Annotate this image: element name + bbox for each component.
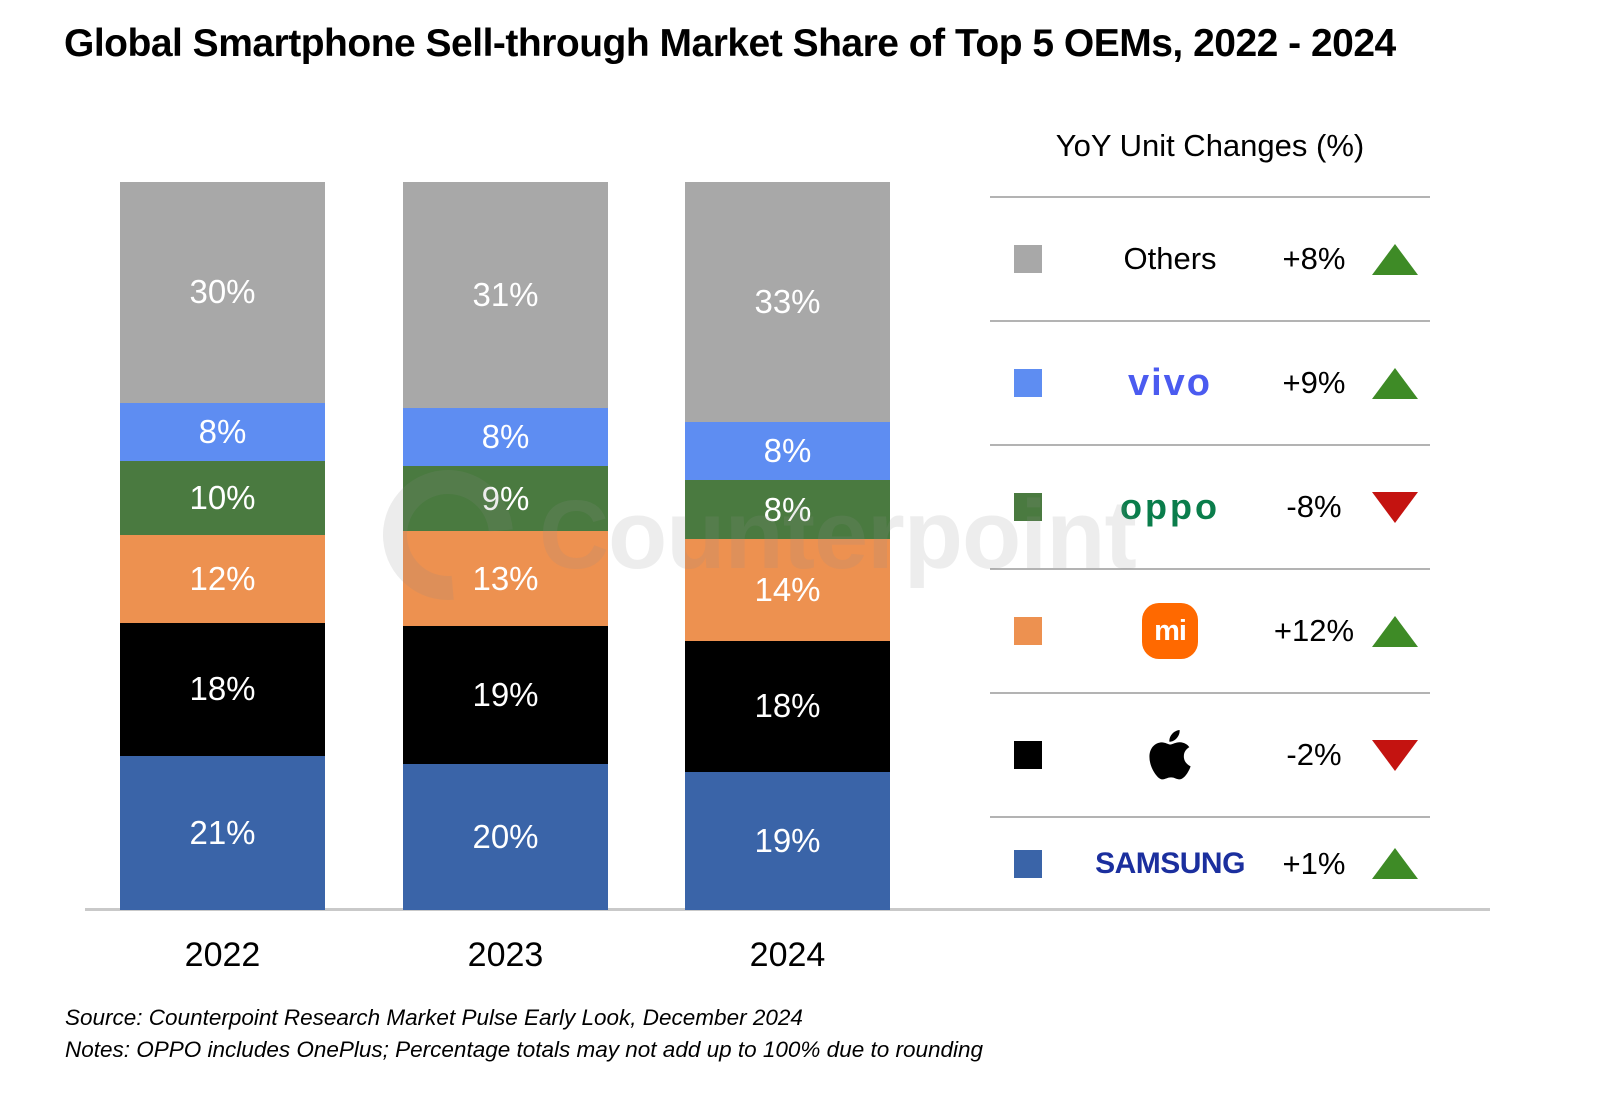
legend-row-apple: -2%: [990, 694, 1430, 818]
yoy-change-value-oppo: -8%: [1286, 489, 1342, 524]
yoy-change-value-apple: -2%: [1286, 737, 1342, 772]
bar-segment-xiaomi-2024: 14%: [685, 538, 890, 641]
yoy-change-value-others: +8%: [1282, 241, 1346, 276]
samsung-logo: SAMSUNG: [1095, 847, 1245, 881]
segment-value-label: 19%: [754, 821, 821, 859]
segment-value-label: 20%: [472, 818, 539, 856]
bar-segment-apple-2023: 19%: [403, 626, 608, 765]
bar-segment-apple-2024: 18%: [685, 640, 890, 772]
legend-row-vivo: vivo +9%: [990, 322, 1430, 446]
yoy-change-value-samsung: +1%: [1282, 845, 1346, 881]
yoy-change-value-vivo: +9%: [1282, 365, 1346, 400]
xiaomi-logo: mi: [1142, 603, 1198, 659]
bar-segment-vivo-2023: 8%: [403, 407, 608, 466]
bar-segment-xiaomi-2023: 13%: [403, 531, 608, 627]
bar-segment-others-2022: 30%: [120, 182, 325, 403]
segment-value-label: 30%: [189, 273, 256, 311]
legend-swatch-samsung: [1014, 849, 1042, 878]
segment-value-label: 18%: [189, 670, 256, 708]
segment-value-label: 9%: [481, 479, 530, 517]
segment-value-label: 8%: [763, 490, 812, 528]
bar-segment-others-2024: 33%: [685, 182, 890, 423]
segment-value-label: 31%: [472, 275, 539, 313]
triangle-down-icon: [1372, 739, 1418, 771]
logo-text-vivo: vivo: [1127, 361, 1213, 404]
bar-segment-oppo-2024: 8%: [685, 480, 890, 539]
legend-row-xiaomi: mi +12%: [990, 570, 1430, 694]
legend-swatch-xiaomi: [1014, 617, 1042, 645]
segment-value-label: 18%: [754, 687, 821, 725]
triangle-up-icon: [1372, 848, 1418, 879]
legend-swatch-vivo: [1014, 369, 1042, 397]
bar-segment-samsung-2024: 19%: [685, 771, 890, 910]
source-note: Source: Counterpoint Research Market Pul…: [65, 1005, 803, 1030]
bar-segment-oppo-2022: 10%: [120, 461, 325, 535]
bar-segment-vivo-2022: 8%: [120, 402, 325, 462]
oppo-logo: oppo: [1120, 486, 1220, 528]
triangle-up-icon: [1372, 243, 1418, 275]
legend-row-others: Others +8%: [990, 198, 1430, 322]
legend-swatch-others: [1014, 245, 1042, 273]
bar-segment-others-2023: 31%: [403, 182, 608, 408]
stacked-bar-2023: 31% 8% 9% 13% 19% 20%: [403, 182, 608, 910]
apple-logo-icon: [1149, 729, 1191, 780]
bar-segment-oppo-2023: 9%: [403, 465, 608, 532]
bar-segment-apple-2022: 18%: [120, 623, 325, 756]
legend-swatch-apple: [1014, 741, 1042, 769]
logo-text-others: Others: [1123, 241, 1217, 276]
others-logo: Others: [1123, 241, 1216, 277]
segment-value-label: 8%: [763, 432, 812, 470]
bar-segment-xiaomi-2022: 12%: [120, 534, 325, 624]
triangle-up-icon: [1372, 367, 1418, 399]
segment-value-label: 33%: [754, 283, 821, 321]
triangle-down-icon: [1372, 491, 1418, 523]
legend-row-samsung: SAMSUNG +1%: [990, 818, 1430, 909]
legend-list: Others +8% vivo +9% oppo -8% mi +12% -2% SAMSUNG…: [990, 196, 1430, 909]
legend: YoY Unit Changes (%) Others +8% vivo +9% opp…: [990, 128, 1430, 909]
segment-value-label: 19%: [472, 676, 539, 714]
bar-segment-samsung-2022: 21%: [120, 755, 325, 910]
logo-text-xiaomi: mi: [1142, 603, 1198, 659]
legend-swatch-oppo: [1014, 493, 1042, 521]
segment-value-label: 14%: [754, 570, 821, 608]
segment-value-label: 12%: [189, 560, 256, 598]
page-title: Global Smartphone Sell-through Market Sh…: [64, 22, 1396, 65]
bar-segment-vivo-2024: 8%: [685, 422, 890, 481]
segment-value-label: 8%: [481, 417, 530, 455]
bar-segment-samsung-2023: 20%: [403, 764, 608, 910]
legend-row-oppo: oppo -8%: [990, 446, 1430, 570]
segment-value-label: 8%: [198, 413, 247, 450]
triangle-up-icon: [1372, 615, 1418, 647]
yoy-change-value-xiaomi: +12%: [1273, 613, 1355, 648]
segment-value-label: 21%: [189, 813, 256, 851]
segment-value-label: 10%: [189, 479, 256, 517]
x-axis-label-2022: 2022: [184, 936, 261, 974]
legend-title: YoY Unit Changes (%): [1055, 128, 1365, 163]
logo-text-samsung: SAMSUNG: [1095, 846, 1245, 880]
logo-text-oppo: oppo: [1120, 486, 1220, 527]
stacked-bar-2024: 33% 8% 8% 14% 18% 19%: [685, 182, 890, 910]
apple-logo: [1147, 727, 1193, 783]
x-axis-label-2023: 2023: [467, 936, 544, 974]
segment-value-label: 13%: [472, 559, 539, 597]
stacked-bar-2022: 30% 8% 10% 12% 18% 21%: [120, 182, 325, 910]
x-axis-label-2024: 2024: [749, 936, 826, 974]
rounding-note: Notes: OPPO includes OnePlus; Percentage…: [65, 1036, 984, 1062]
footer: Source: Counterpoint Research Market Pul…: [65, 1002, 983, 1066]
vivo-logo: vivo: [1128, 362, 1212, 405]
